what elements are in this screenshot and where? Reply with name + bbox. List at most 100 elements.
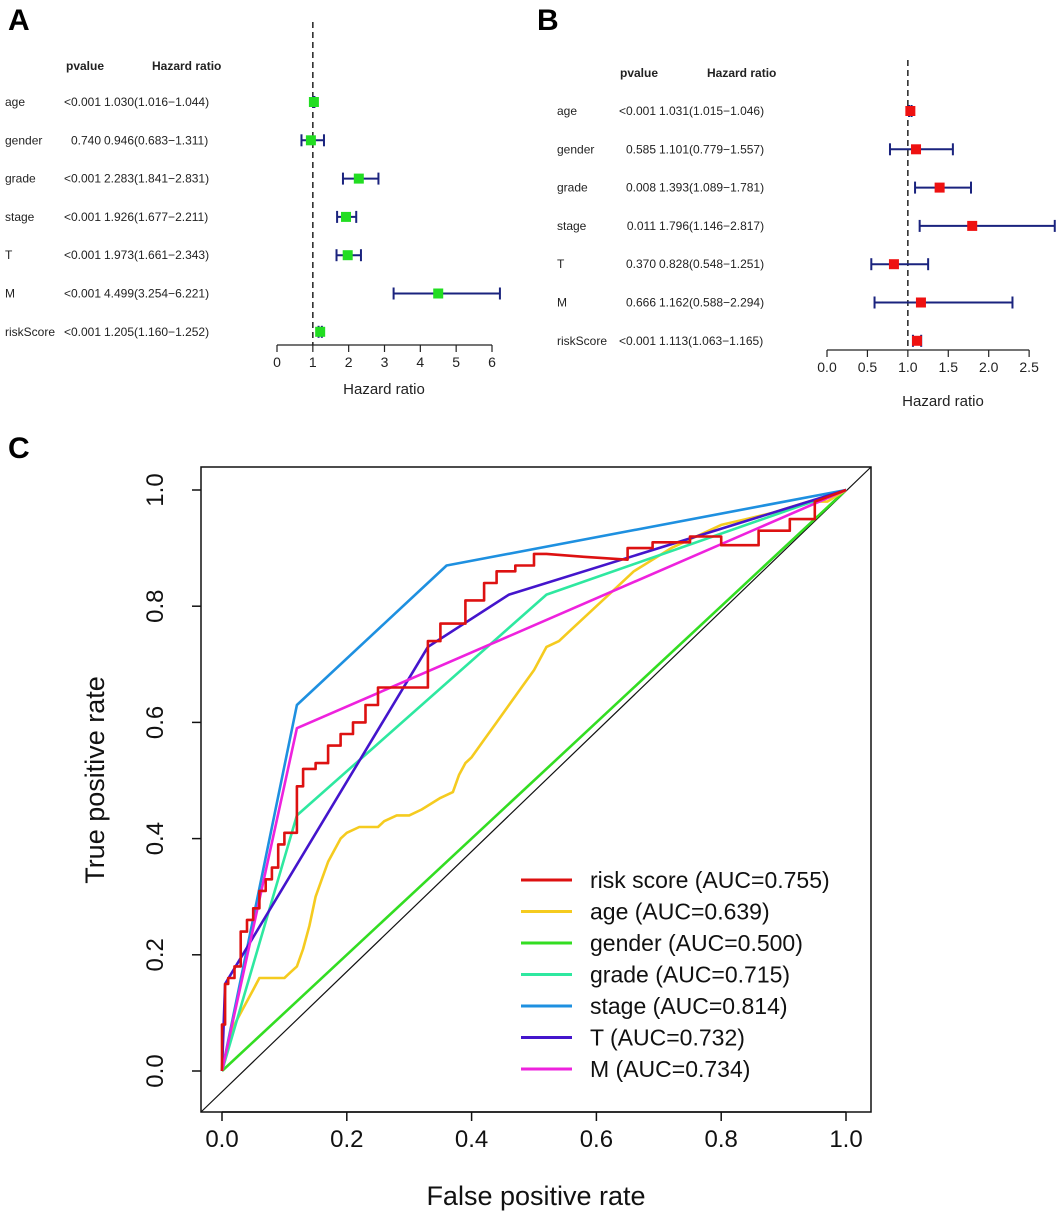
y-tick-label: 0.2 bbox=[142, 938, 169, 971]
roc-plot: 0.0 0.2 0.4 0.6 0.8 1.0 0.0 0.2 0.4 0.6 0.8 1.0 ris… bbox=[80, 466, 872, 1211]
panel-letter-c: C bbox=[8, 432, 30, 465]
x-axis: 0.0 0.5 1.0 1.5 2.0 2.5 bbox=[817, 349, 1039, 375]
legend-label: risk score (AUC=0.755) bbox=[590, 867, 830, 893]
header-hazard-ratio: Hazard ratio bbox=[707, 66, 776, 80]
row-pvalue: 0.011 bbox=[627, 219, 656, 233]
row-pvalue: <0.001 bbox=[619, 334, 656, 348]
hazard-marker bbox=[888, 259, 899, 270]
hazard-marker bbox=[305, 135, 316, 146]
roc-curve bbox=[220, 488, 847, 1072]
x-tick-label: 5 bbox=[452, 354, 460, 370]
x-tick-label: 1 bbox=[309, 354, 317, 370]
y-tick-label: 0.4 bbox=[142, 822, 169, 855]
row-pvalue: 0.740 bbox=[71, 133, 101, 147]
row-hazard-ratio: 1.393(1.089−1.781) bbox=[659, 181, 764, 195]
row-name: riskScore bbox=[557, 334, 607, 348]
panel-letter-a: A bbox=[8, 4, 30, 37]
hazard-marker bbox=[341, 211, 352, 222]
x-tick-label: 0.2 bbox=[330, 1126, 363, 1153]
y-tick-label: 0.8 bbox=[142, 590, 169, 623]
x-axis-label: Hazard ratio bbox=[902, 393, 984, 410]
y-tick-label: 1.0 bbox=[142, 473, 169, 506]
legend-label: M (AUC=0.734) bbox=[590, 1056, 750, 1082]
row-pvalue: <0.001 bbox=[64, 172, 101, 186]
hazard-marker bbox=[308, 97, 319, 107]
row-hazard-ratio: 1.162(0.588−2.294) bbox=[659, 296, 764, 310]
row-name: grade bbox=[557, 181, 588, 195]
roc-curve bbox=[221, 489, 847, 1072]
hazard-marker bbox=[353, 173, 364, 184]
x-tick-label: 0.0 bbox=[205, 1126, 238, 1153]
row-pvalue: <0.001 bbox=[64, 287, 101, 301]
legend-label: gender (AUC=0.500) bbox=[590, 930, 803, 956]
legend: risk score (AUC=0.755) age (AUC=0.639) gen… bbox=[521, 867, 830, 1082]
row-labels: age <0.001 1.031(1.015−1.046)gender 0.585 1.… bbox=[557, 104, 764, 348]
x-tick-label: 1.5 bbox=[939, 359, 959, 375]
hazard-marker bbox=[433, 288, 444, 299]
y-tick-label: 0.0 bbox=[142, 1054, 169, 1087]
legend-label: T (AUC=0.732) bbox=[590, 1025, 745, 1051]
legend-label: age (AUC=0.639) bbox=[590, 899, 770, 925]
row-pvalue: <0.001 bbox=[64, 248, 101, 262]
row-hazard-ratio: 0.828(0.548−1.251) bbox=[659, 257, 764, 271]
x-tick-label: 2 bbox=[345, 354, 353, 370]
row-pvalue: 0.585 bbox=[626, 142, 656, 156]
x-tick-label: 0.0 bbox=[817, 359, 837, 375]
axes: 0.0 0.2 0.4 0.6 0.8 1.0 0.0 0.2 0.4 0.6 0.8 1.0 bbox=[142, 473, 863, 1153]
roc-curve bbox=[220, 488, 847, 1071]
row-hazard-ratio: 1.030(1.016−1.044) bbox=[104, 95, 209, 109]
x-tick-label: 2.0 bbox=[979, 359, 999, 375]
hazard-marker bbox=[342, 250, 353, 261]
x-tick-label: 6 bbox=[488, 354, 496, 370]
row-name: riskScore bbox=[5, 325, 55, 339]
row-pvalue: <0.001 bbox=[64, 95, 101, 109]
header-pvalue: pvalue bbox=[620, 66, 658, 80]
row-name: grade bbox=[5, 172, 36, 186]
row-hazard-ratio: 2.283(1.841−2.831) bbox=[104, 172, 209, 186]
row-name: M bbox=[557, 296, 567, 310]
row-pvalue: 0.666 bbox=[626, 296, 656, 310]
x-axis-label: Hazard ratio bbox=[343, 381, 425, 398]
hazard-marker bbox=[905, 106, 916, 116]
row-name: age bbox=[557, 104, 577, 118]
forest-marks bbox=[300, 22, 501, 345]
hazard-marker bbox=[315, 326, 326, 337]
row-name: stage bbox=[557, 219, 587, 233]
row-name: T bbox=[557, 257, 565, 271]
row-hazard-ratio: 0.946(0.683−1.311) bbox=[104, 133, 208, 147]
forest-marks bbox=[870, 60, 1056, 350]
row-name: stage bbox=[5, 210, 35, 224]
row-name: gender bbox=[557, 142, 594, 156]
y-axis-label: True positive rate bbox=[80, 676, 110, 884]
hazard-marker bbox=[967, 220, 978, 231]
x-axis-label: False positive rate bbox=[426, 1181, 645, 1211]
row-hazard-ratio: 1.113(1.063−1.165) bbox=[659, 334, 763, 348]
x-tick-label: 0.6 bbox=[580, 1126, 613, 1153]
row-name: M bbox=[5, 287, 15, 301]
row-pvalue: <0.001 bbox=[64, 325, 101, 339]
legend-label: stage (AUC=0.814) bbox=[590, 993, 788, 1019]
x-tick-label: 1.0 bbox=[829, 1126, 862, 1153]
x-axis: 0 1 2 3 4 5 6 bbox=[273, 344, 496, 370]
legend-label: grade (AUC=0.715) bbox=[590, 962, 790, 988]
x-tick-label: 4 bbox=[416, 354, 424, 370]
row-name: age bbox=[5, 95, 25, 109]
row-hazard-ratio: 1.973(1.661−2.343) bbox=[104, 248, 209, 262]
hazard-marker bbox=[915, 297, 926, 308]
row-hazard-ratio: 1.101(0.779−1.557) bbox=[659, 142, 764, 156]
header-pvalue: pvalue bbox=[66, 59, 104, 73]
row-pvalue: 0.008 bbox=[626, 181, 656, 195]
x-tick-label: 0 bbox=[273, 354, 281, 370]
roc-curve bbox=[220, 488, 847, 1072]
row-pvalue: <0.001 bbox=[64, 210, 101, 224]
x-tick-label: 1.0 bbox=[898, 359, 918, 375]
row-name: gender bbox=[5, 133, 42, 147]
forest-plot-b: pvalue Hazard ratio age <0.001 1.031(1.015… bbox=[557, 60, 1056, 410]
y-tick-label: 0.6 bbox=[142, 706, 169, 739]
forest-plot-a: pvalue Hazard ratio age <0.001 1.030(1.016… bbox=[5, 22, 501, 398]
header-hazard-ratio: Hazard ratio bbox=[152, 59, 221, 73]
row-pvalue: <0.001 bbox=[619, 104, 656, 118]
hazard-marker bbox=[911, 144, 922, 155]
row-hazard-ratio: 1.796(1.146−2.817) bbox=[659, 219, 764, 233]
